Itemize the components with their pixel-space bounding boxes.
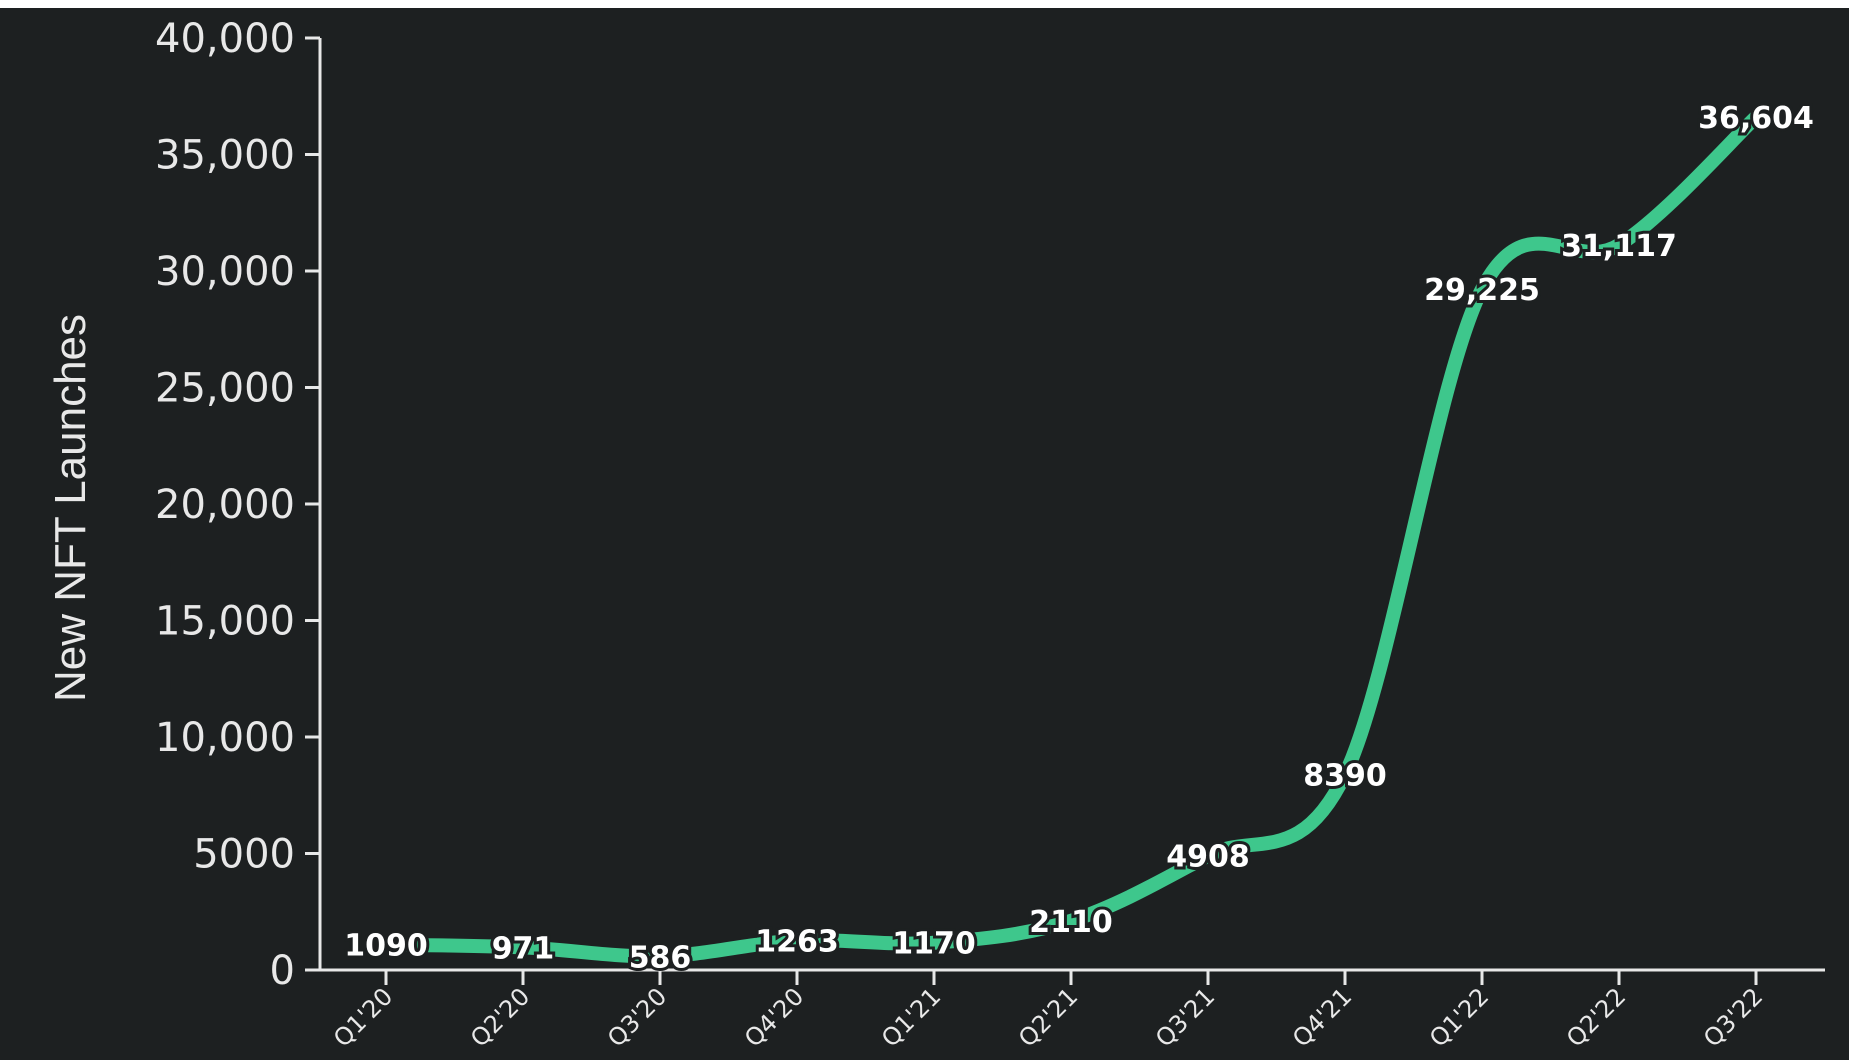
data-labels: 1090 971 586 1263 1170 2110 4908 8390 29,225 31,1… [341, 98, 1817, 978]
x-tick-label: Q3'21 [1150, 982, 1220, 1052]
y-axis-ticks: 0 5000 10,000 15,000 20,000 25,000 30,000 35,00… [155, 16, 320, 994]
x-tick-label: Q2'21 [1013, 982, 1083, 1052]
y-tick-label: 15,000 [155, 599, 295, 645]
y-tick-label: 20,000 [155, 482, 295, 528]
x-tick-label: Q1'22 [1424, 982, 1494, 1052]
x-tick-label: Q2'22 [1561, 982, 1631, 1052]
data-label: 1263 [755, 925, 839, 960]
y-tick-label: 10,000 [155, 715, 295, 761]
y-tick-label: 35,000 [155, 133, 295, 179]
x-tick-label: Q1'20 [328, 982, 398, 1052]
data-label: 2110 [1029, 905, 1113, 940]
x-axis-ticks: Q1'20 Q2'20 Q3'20 Q4'20 Q1'21 Q2'21 Q3'21 Q4'21… [328, 970, 1768, 1053]
x-tick-label: Q4'20 [739, 982, 809, 1052]
y-tick-label: 0 [270, 948, 295, 994]
data-label: 36,604 [1698, 101, 1814, 136]
data-label: 29,225 [1424, 273, 1540, 308]
x-tick-label: Q1'21 [876, 982, 946, 1052]
x-tick-label: Q2'20 [465, 982, 535, 1052]
data-label: 4908 [1166, 840, 1250, 875]
chart-background [0, 8, 1849, 1060]
y-tick-label: 25,000 [155, 366, 295, 412]
data-label: 586 [629, 940, 692, 975]
y-axis-title: New NFT Launches [46, 314, 95, 702]
x-tick-label: Q3'22 [1698, 982, 1768, 1052]
data-label: 1170 [892, 927, 976, 962]
data-label: 971 [492, 931, 555, 966]
y-tick-label: 40,000 [155, 16, 295, 62]
x-tick-label: Q3'20 [602, 982, 672, 1052]
series-line [379, 110, 1763, 964]
y-tick-label: 30,000 [155, 249, 295, 295]
data-label: 1090 [344, 929, 428, 964]
x-tick-label: Q4'21 [1287, 982, 1357, 1052]
data-label: 31,117 [1561, 229, 1677, 264]
y-tick-label: 5000 [193, 832, 295, 878]
data-label: 8390 [1303, 759, 1387, 794]
